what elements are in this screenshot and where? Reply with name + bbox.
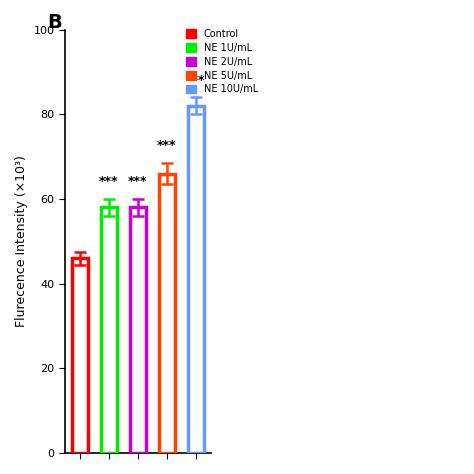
Bar xyxy=(72,258,88,453)
Bar xyxy=(159,173,175,453)
Bar xyxy=(188,106,204,453)
Legend: Control, NE 1U/mL, NE 2U/mL, NE 5U/mL, NE 10U/mL: Control, NE 1U/mL, NE 2U/mL, NE 5U/mL, N… xyxy=(183,26,261,97)
Bar xyxy=(130,208,146,453)
Text: ***: *** xyxy=(128,175,147,188)
Bar xyxy=(100,208,117,453)
Y-axis label: Flurecence Intensity (×10³): Flurecence Intensity (×10³) xyxy=(15,155,28,327)
Text: ***: *** xyxy=(157,139,177,152)
Text: ***: *** xyxy=(186,74,206,87)
Text: ***: *** xyxy=(99,175,118,188)
Text: B: B xyxy=(47,13,62,32)
